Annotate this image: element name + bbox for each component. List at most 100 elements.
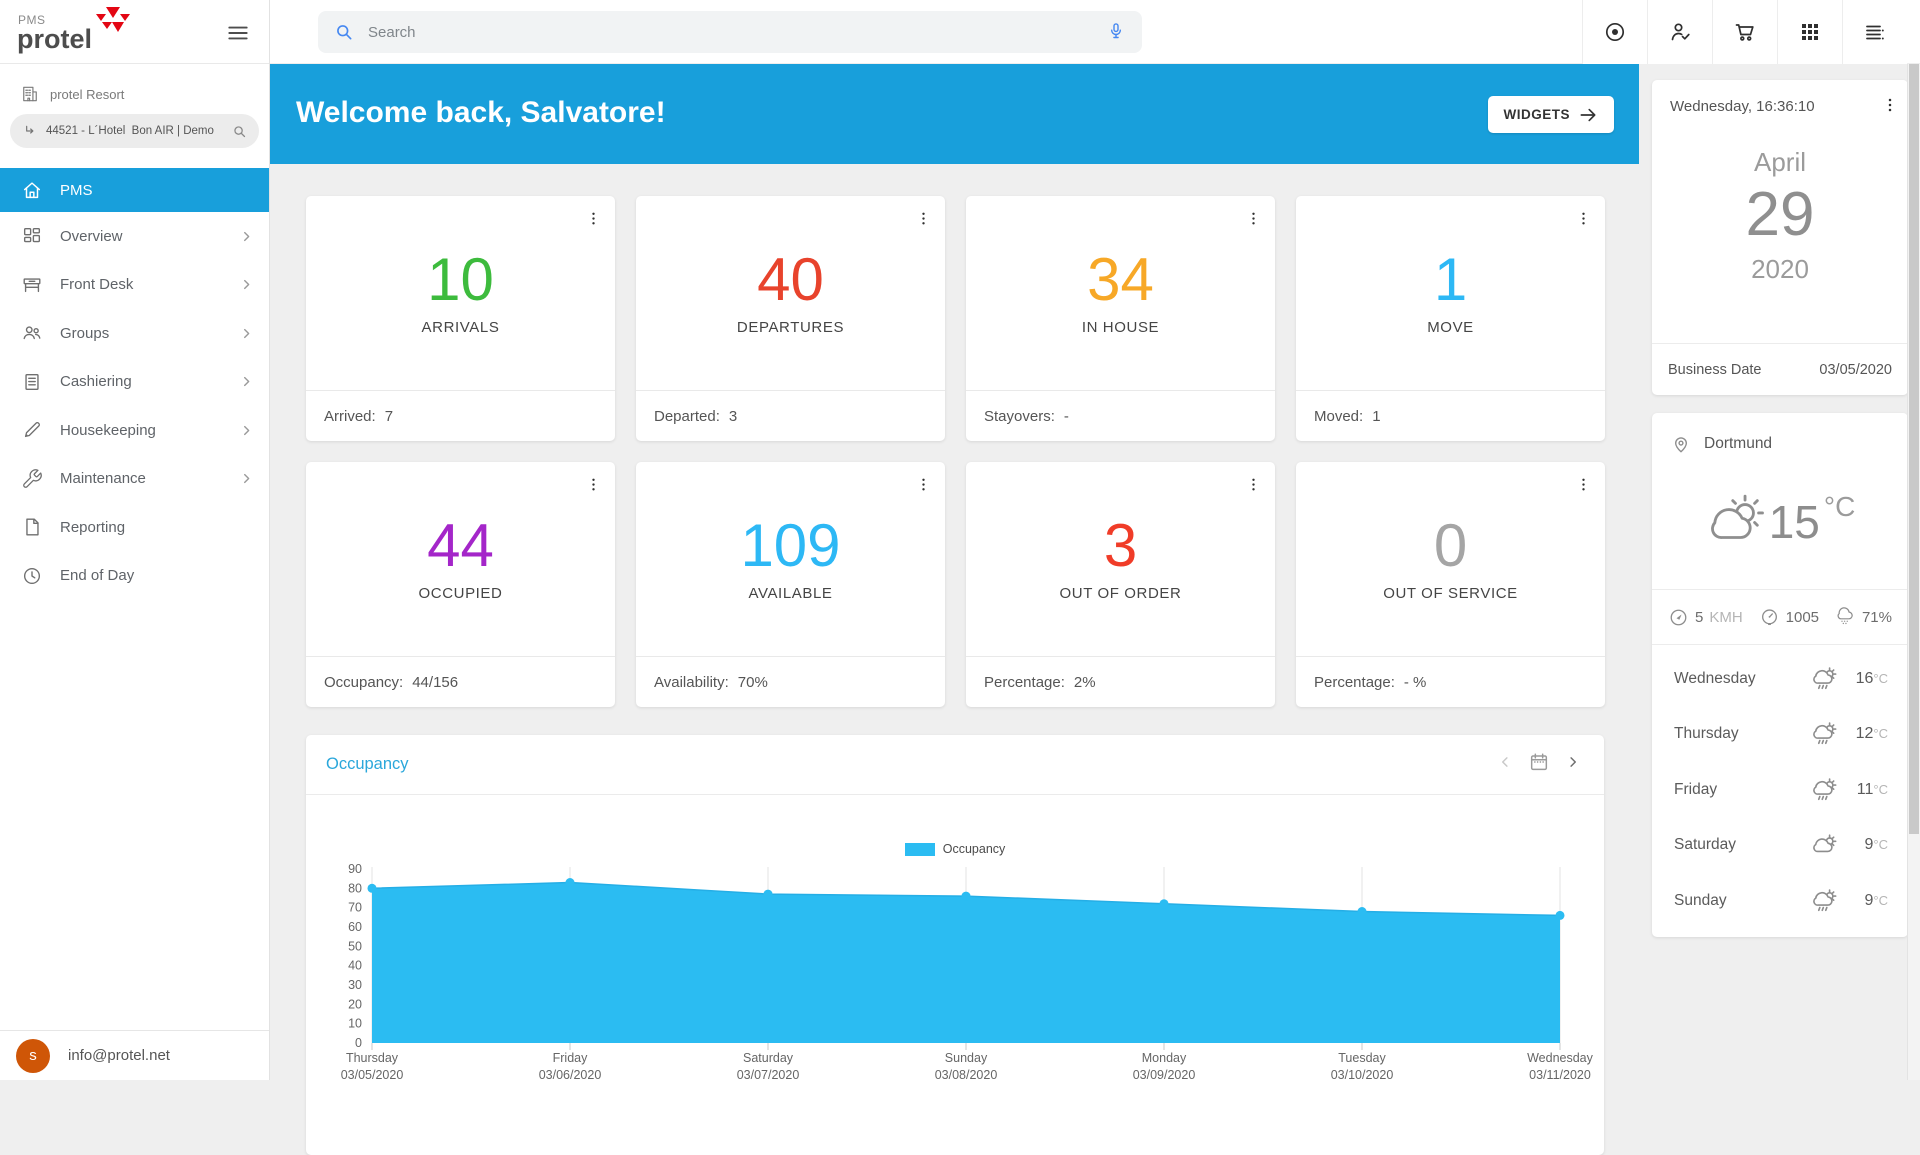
hotel-selector-label: 44521 - L´Hotel Bon AIR | Demo [46,125,232,137]
hotel-selector[interactable]: 44521 - L´Hotel Bon AIR | Demo [10,114,259,148]
chart-next-button[interactable] [1564,753,1582,774]
svg-text:60: 60 [348,920,362,934]
stat-footer-label: Stayovers: [984,408,1055,425]
kebab-icon [1880,95,1900,115]
legend-label: Occupancy [943,842,1006,856]
sidebar-item-pms[interactable]: PMS [0,168,269,212]
widgets-button-label: WIDGETS [1504,107,1571,122]
scrollbar-track [1907,64,1920,1080]
menu-toggle-button[interactable] [225,20,251,44]
stat-footer-value: 44/156 [412,674,458,691]
calendar-icon [1528,751,1550,773]
stat-card-body: 0 OUT OF SERVICE [1296,462,1605,656]
forecast-temp: 16°C [1850,670,1888,688]
stat-footer-label: Percentage: [984,674,1065,691]
forecast-day: Sunday [1674,892,1810,910]
weather-temperature: 15 [1769,495,1820,549]
cart-button[interactable] [1712,0,1777,64]
sidebar-item-cashiering[interactable]: Cashiering [0,358,269,407]
rain-sun-icon [1810,887,1838,915]
scrollbar-thumb[interactable] [1909,64,1919,834]
chart-prev-button[interactable] [1496,753,1514,774]
search-bar [318,11,1142,53]
logo-protel-text: protel [17,24,92,55]
svg-text:0: 0 [355,1036,362,1050]
chart-title: Occupancy [326,755,409,774]
rain-sun-icon [1810,776,1838,804]
stat-label: OUT OF ORDER [1060,585,1182,602]
user-email: info@protel.net [68,1047,170,1064]
person-check-button[interactable] [1647,0,1712,64]
record-button[interactable] [1582,0,1647,64]
sidebar-item-maintenance[interactable]: Maintenance [0,455,269,504]
legend-swatch [905,843,935,856]
weather-stats-row: 5 KMH 1005 71% [1652,589,1908,645]
svg-text:70: 70 [348,901,362,915]
sidebar-item-overview[interactable]: Overview [0,212,269,261]
sidebar-item-label: PMS [60,182,255,199]
calendar-year: 2020 [1652,254,1908,285]
stat-footer: Moved:1 [1296,390,1605,441]
wind-stat: 5 KMH [1668,607,1743,628]
sidebar-item-label: Maintenance [60,470,237,487]
forecast-temp-unit: °C [1873,671,1888,686]
stat-footer-value: 7 [385,408,393,425]
apps-grid-button[interactable] [1777,0,1842,64]
person-check-icon [1668,20,1692,44]
forecast-temp-unit: °C [1873,837,1888,852]
calendar-month: April [1652,147,1908,178]
chevron-right-icon [237,227,255,245]
stat-label: DEPARTURES [737,319,844,336]
chevron-right-icon [237,470,255,488]
stat-value: 44 [427,516,494,576]
chart-calendar-button[interactable] [1528,751,1550,776]
date-card-menu-button[interactable] [1876,92,1904,120]
humidity-stat: 71% [1835,607,1892,628]
forecast-day: Wednesday [1674,670,1810,688]
wind-value: 5 [1695,609,1703,626]
widgets-button[interactable]: WIDGETS [1488,96,1615,133]
sidebar-item-groups[interactable]: Groups [0,309,269,358]
user-row: s info@protel.net [0,1030,269,1080]
sidebar-item-label: Overview [60,228,237,245]
avatar[interactable]: s [16,1039,50,1073]
sidebar-item-reporting[interactable]: Reporting [0,503,269,552]
overview-icon [20,224,44,248]
stat-footer: Occupancy:44/156 [306,656,615,707]
stat-footer-value: - [1064,408,1069,425]
svg-text:10: 10 [348,1017,362,1031]
location-pin-icon [1670,433,1692,455]
sidebar-item-front-desk[interactable]: Front Desk [0,261,269,310]
compass-icon [1668,607,1689,628]
stat-footer: Percentage:2% [966,656,1275,707]
search-icon[interactable] [232,124,247,139]
stat-label: OUT OF SERVICE [1383,585,1518,602]
svg-text:40: 40 [348,959,362,973]
mic-button[interactable] [1106,21,1126,44]
cart-icon [1733,20,1757,44]
stat-footer-label: Departed: [654,408,720,425]
stat-value: 0 [1434,516,1467,576]
sidebar-item-housekeeping[interactable]: Housekeeping [0,406,269,455]
home-icon [20,178,44,202]
stat-value: 1 [1434,250,1467,310]
forecast-temp: 9°C [1850,836,1888,854]
rain-cloud-icon [1835,607,1856,628]
chevron-left-icon [1496,753,1514,771]
front-desk-icon [20,273,44,297]
list-menu-button[interactable] [1842,0,1907,64]
topbar-actions [1582,0,1907,64]
search-input[interactable] [368,24,1106,41]
sidebar-item-end-of-day[interactable]: End of Day [0,552,269,601]
forecast-temp: 11°C [1850,781,1888,799]
weather-city: Dortmund [1704,435,1772,453]
stat-footer: Stayovers:- [966,390,1275,441]
